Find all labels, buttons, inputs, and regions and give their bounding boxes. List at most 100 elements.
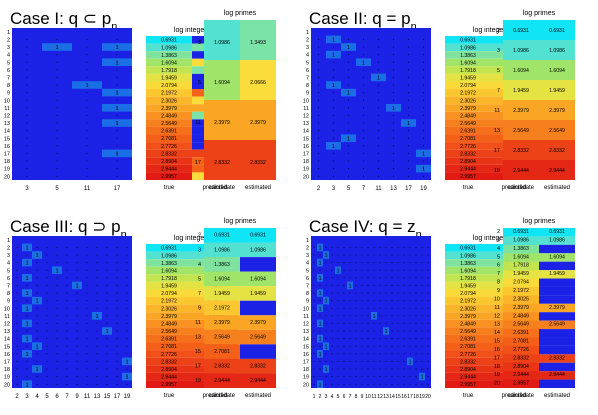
table2-estimated-cell: [240, 228, 276, 243]
table2-candidate-cell: [503, 286, 539, 296]
heatmap-dot: [106, 277, 108, 279]
heatmap-dot: [106, 353, 108, 355]
heatmap-dot: [96, 330, 98, 332]
heatmap-dot: [116, 114, 118, 116]
heatmap-dot: [361, 246, 363, 248]
table2-estimated-value: 2.8332: [250, 364, 266, 370]
row-label: 10: [303, 306, 309, 312]
heatmap-dot: [86, 307, 88, 309]
row-label: 19: [303, 167, 309, 173]
heatmap-dot: [56, 38, 58, 40]
heatmap-dot: [337, 277, 339, 279]
heatmap-dot: [427, 345, 429, 347]
heatmap-dot: [355, 315, 357, 317]
heatmap-dot: [26, 168, 28, 170]
cell-value: 1: [318, 352, 321, 358]
table1-true-value: 2.3979: [460, 106, 476, 112]
row-label: 9: [7, 299, 10, 305]
heatmap-dot: [363, 38, 364, 40]
table1-true-cell: [146, 327, 192, 335]
heatmap-dot: [423, 61, 424, 63]
heatmap-dot: [86, 277, 88, 279]
heatmap-dot: [409, 330, 411, 332]
heatmap-dot: [409, 292, 411, 294]
heatmap-dot: [397, 345, 399, 347]
table1-true-value: 1.6094: [460, 268, 476, 274]
heatmap-dot: [86, 137, 88, 139]
heatmap-dot: [331, 284, 333, 286]
cell-value: 1: [25, 306, 28, 312]
heatmap-dot: [106, 338, 108, 340]
table2-candidate-cell: [503, 261, 539, 271]
heatmap-dot: [415, 284, 417, 286]
table2-estimated-cell: [539, 312, 575, 321]
table2-estimated-value: 1.0986: [549, 48, 565, 54]
table2-candidate: 20: [494, 381, 500, 387]
heatmap-dot: [378, 38, 379, 40]
heatmap-dot: [393, 130, 394, 132]
heatmap-dot: [349, 376, 351, 378]
x-tick-label: 4: [331, 394, 334, 400]
heatmap-dot: [76, 368, 78, 370]
heatmap-dot: [126, 300, 128, 302]
heatmap-dot: [423, 160, 424, 162]
heatmap-dot: [348, 160, 349, 162]
heatmap-dot: [409, 246, 411, 248]
heatmap-cell: [326, 50, 341, 59]
table2-estimated-value: 1.6094: [250, 276, 266, 282]
heatmap-dot: [313, 383, 315, 385]
table2-estimated-cell: [240, 300, 276, 316]
heatmap-dot: [403, 269, 405, 271]
heatmap-dot: [373, 338, 375, 340]
table2-estimated-cell: [539, 278, 575, 287]
heatmap-dot: [56, 168, 58, 170]
heatmap-cell: [317, 380, 323, 388]
heatmap-dot: [367, 330, 369, 332]
table1-true-value: 1.9459: [161, 76, 177, 82]
heatmap-dot: [56, 61, 58, 63]
heatmap-dot: [403, 284, 405, 286]
heatmap-dot: [409, 300, 411, 302]
heatmap-dot: [349, 262, 351, 264]
heatmap-dot: [408, 84, 409, 86]
table2-candidate-value: 2.3979: [513, 305, 529, 311]
table1-true-cell: [146, 357, 192, 366]
row-label: 18: [303, 367, 309, 373]
cell-value: 1: [318, 291, 321, 297]
heatmap-dot: [349, 307, 351, 309]
x-tick-label: 19: [124, 394, 131, 400]
cell-value: 1: [324, 299, 327, 305]
heatmap-dot: [318, 69, 319, 71]
heatmap-dot: [408, 175, 409, 177]
table2-estimated-value: 2.3979: [549, 305, 565, 311]
heatmap-dot: [385, 262, 387, 264]
heatmap-dot: [76, 383, 78, 385]
heatmap-dot: [56, 262, 58, 264]
heatmap-dot: [355, 284, 357, 286]
heatmap-dot: [385, 322, 387, 324]
heatmap-dot: [333, 107, 334, 109]
heatmap-dot: [391, 330, 393, 332]
heatmap-dot: [397, 338, 399, 340]
table1-true-cell: [445, 334, 491, 343]
heatmap-dot: [337, 353, 339, 355]
table1-true-value: 2.7726: [161, 352, 177, 358]
heatmap-dot: [421, 269, 423, 271]
table1-true-value: 2.1972: [161, 91, 177, 97]
cell-value: 1: [25, 352, 28, 358]
table1-true-value: 2.9444: [161, 167, 177, 173]
heatmap-dot: [36, 277, 38, 279]
table2-estimated-cell: [539, 371, 575, 380]
heatmap-dot: [116, 269, 118, 271]
heatmap-cell: [317, 319, 323, 328]
heatmap-dot: [56, 246, 58, 248]
heatmap-dot: [361, 338, 363, 340]
heatmap-dot: [106, 246, 108, 248]
row-label: 1: [7, 238, 10, 244]
heatmap-dot: [26, 76, 28, 78]
heatmap-dot: [403, 246, 405, 248]
heatmap-dot: [86, 254, 88, 256]
row-label: 2: [306, 38, 309, 44]
heatmap-dot: [343, 246, 345, 248]
table2-candidate-value: 2.8332: [513, 148, 529, 154]
